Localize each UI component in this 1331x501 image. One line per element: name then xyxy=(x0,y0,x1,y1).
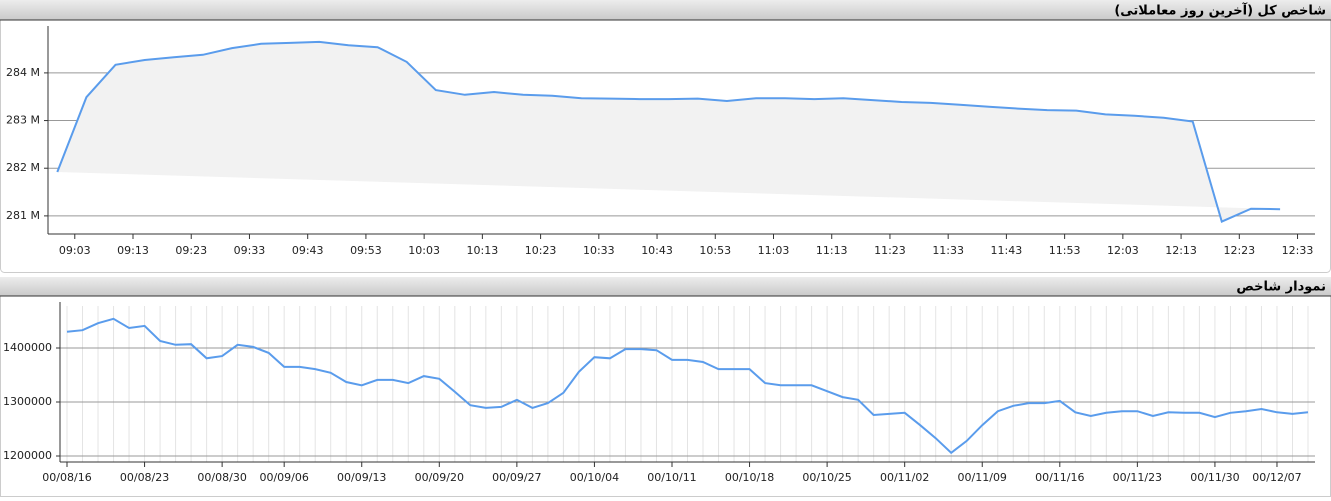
x-tick-label: 00/10/18 xyxy=(725,471,774,484)
line xyxy=(56,40,1281,223)
panel xyxy=(0,277,1331,497)
y-tick-label: 281 M xyxy=(6,209,40,222)
chart-title: نمودار شاخص xyxy=(1236,280,1326,295)
x-tick-label: 00/08/16 xyxy=(42,471,91,484)
x-tick-label: 10:23 xyxy=(525,244,557,257)
x-tick-label: 00/12/07 xyxy=(1252,471,1301,484)
x-tick-label: 00/10/04 xyxy=(570,471,619,484)
x-tick-label: 00/11/23 xyxy=(1113,471,1162,484)
x-tick-label: 09:23 xyxy=(175,244,207,257)
x-tick-label: 10:53 xyxy=(699,244,731,257)
x-tick-label: 00/11/02 xyxy=(880,471,929,484)
x-tick-label: 11:53 xyxy=(1049,244,1081,257)
x-tick-label: 00/11/30 xyxy=(1190,471,1239,484)
x-tick-label: 10:03 xyxy=(408,244,440,257)
panel-header xyxy=(0,0,1331,20)
x-tick-label: 00/09/06 xyxy=(259,471,308,484)
x-tick-label: 00/08/30 xyxy=(197,471,246,484)
area xyxy=(57,41,1281,222)
x-tick-label: 10:13 xyxy=(467,244,499,257)
x-tick-label: 12:03 xyxy=(1107,244,1139,257)
x-tick-label: 09:43 xyxy=(292,244,324,257)
x-tick-label: 11:23 xyxy=(874,244,906,257)
y-tick-label: 283 M xyxy=(6,114,40,127)
x-tick-label: 12:13 xyxy=(1165,244,1197,257)
x-tick-label: 00/09/27 xyxy=(492,471,541,484)
line xyxy=(66,317,1309,455)
x-tick-label: 09:33 xyxy=(234,244,266,257)
x-tick-label: 10:33 xyxy=(583,244,615,257)
x-tick-label: 00/10/25 xyxy=(802,471,851,484)
x-tick-label: 09:53 xyxy=(350,244,382,257)
x-tick-label: 11:33 xyxy=(932,244,964,257)
x-tick-label: 10:43 xyxy=(641,244,673,257)
x-tick-label: 00/09/13 xyxy=(337,471,386,484)
x-tick-label: 09:13 xyxy=(117,244,149,257)
y-tick-label: 1200000 xyxy=(3,449,52,462)
x-tick-label: 11:13 xyxy=(816,244,848,257)
x-tick-label: 00/08/23 xyxy=(120,471,169,484)
x-tick-label: 12:23 xyxy=(1223,244,1255,257)
panel-header xyxy=(0,277,1331,296)
y-tick-label: 282 M xyxy=(6,161,40,174)
x-tick-label: 00/11/09 xyxy=(958,471,1007,484)
x-tick-label: 00/11/16 xyxy=(1035,471,1084,484)
x-tick-label: 09:03 xyxy=(59,244,91,257)
x-tick-label: 00/09/20 xyxy=(415,471,464,484)
y-tick-label: 284 M xyxy=(6,66,40,79)
x-tick-label: 11:03 xyxy=(758,244,790,257)
x-tick-label: 11:43 xyxy=(991,244,1023,257)
y-tick-label: 1400000 xyxy=(3,341,52,354)
x-tick-label: 12:33 xyxy=(1282,244,1314,257)
chart-title: شاخص کل (آخرین روز معاملاتی) xyxy=(1114,2,1326,19)
y-tick-label: 1300000 xyxy=(3,395,52,408)
x-tick-label: 00/10/11 xyxy=(647,471,696,484)
